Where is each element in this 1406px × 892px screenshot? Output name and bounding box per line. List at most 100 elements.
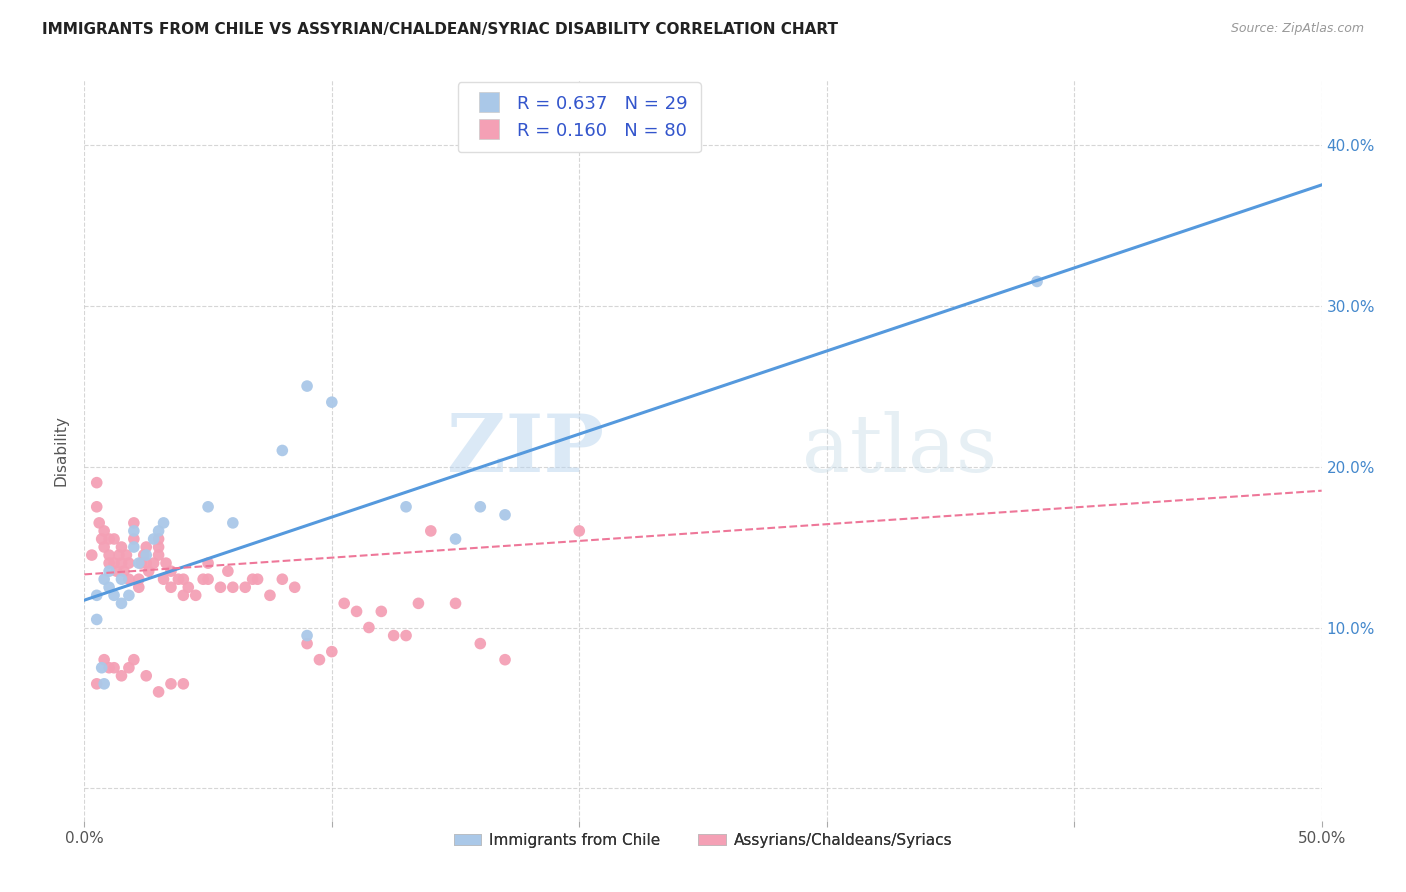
Point [271,572,294,586]
Point [152,572,174,586]
Point [470,637,492,651]
Point [382,628,405,642]
Point [346,604,368,618]
Point [246,572,269,586]
Point [284,580,307,594]
Point [98,556,121,570]
Point [105,564,128,578]
Text: Source: ZipAtlas.com: Source: ZipAtlas.com [1230,22,1364,36]
Point [148,548,170,562]
Point [86,612,108,626]
Point [128,580,150,594]
Point [222,580,245,594]
Y-axis label: Disability: Disability [53,415,69,486]
Point [167,572,190,586]
Point [118,556,141,570]
Point [86,475,108,490]
Point [108,548,131,562]
Point [395,628,418,642]
Point [98,532,121,546]
Point [93,524,115,538]
Point [93,653,115,667]
Point [135,548,157,562]
Point [118,572,141,586]
Point [222,516,245,530]
Point [148,685,170,699]
Point [172,588,194,602]
Point [128,556,150,570]
Point [160,580,183,594]
Point [370,604,392,618]
Point [103,661,125,675]
Point [80,548,103,562]
Point [191,572,214,586]
Point [86,588,108,602]
Point [103,588,125,602]
Text: atlas: atlas [801,411,997,490]
Point [103,532,125,546]
Point [118,661,141,675]
Point [444,532,467,546]
Point [494,508,516,522]
Point [122,516,145,530]
Text: IMMIGRANTS FROM CHILE VS ASSYRIAN/CHALDEAN/SYRIAC DISABILITY CORRELATION CHART: IMMIGRANTS FROM CHILE VS ASSYRIAN/CHALDE… [42,22,838,37]
Point [132,548,155,562]
Point [135,556,157,570]
Point [110,556,132,570]
Point [295,379,318,393]
Point [90,532,112,546]
Point [177,580,200,594]
Point [110,669,132,683]
Point [135,669,157,683]
Point [259,588,281,602]
Point [160,564,183,578]
Point [93,540,115,554]
Point [197,572,219,586]
Point [90,661,112,675]
Point [148,524,170,538]
Point [395,500,418,514]
Point [98,580,121,594]
Point [197,556,219,570]
Point [295,628,318,642]
Text: ZIP: ZIP [447,411,605,490]
Point [118,588,141,602]
Point [321,395,343,409]
Point [233,580,256,594]
Point [217,564,239,578]
Point [142,532,165,546]
Point [419,524,441,538]
Point [128,572,150,586]
Point [98,661,121,675]
Point [172,572,194,586]
Point [122,540,145,554]
Point [155,556,177,570]
Point [110,540,132,554]
Legend: Immigrants from Chile, Assyrians/Chaldeans/Syriacs: Immigrants from Chile, Assyrians/Chaldea… [447,827,959,854]
Point [184,588,207,602]
Point [148,532,170,546]
Point [129,556,152,570]
Point [1026,275,1049,289]
Point [142,556,165,570]
Point [357,620,380,634]
Point [408,596,430,610]
Point [295,637,318,651]
Point [110,572,132,586]
Point [148,540,170,554]
Point [321,645,343,659]
Point [98,548,121,562]
Point [444,596,467,610]
Point [333,596,356,610]
Point [112,564,135,578]
Point [160,677,183,691]
Point [242,572,264,586]
Point [86,677,108,691]
Point [308,653,330,667]
Point [89,516,111,530]
Point [115,548,138,562]
Point [135,540,157,554]
Point [122,653,145,667]
Point [568,524,591,538]
Point [172,677,194,691]
